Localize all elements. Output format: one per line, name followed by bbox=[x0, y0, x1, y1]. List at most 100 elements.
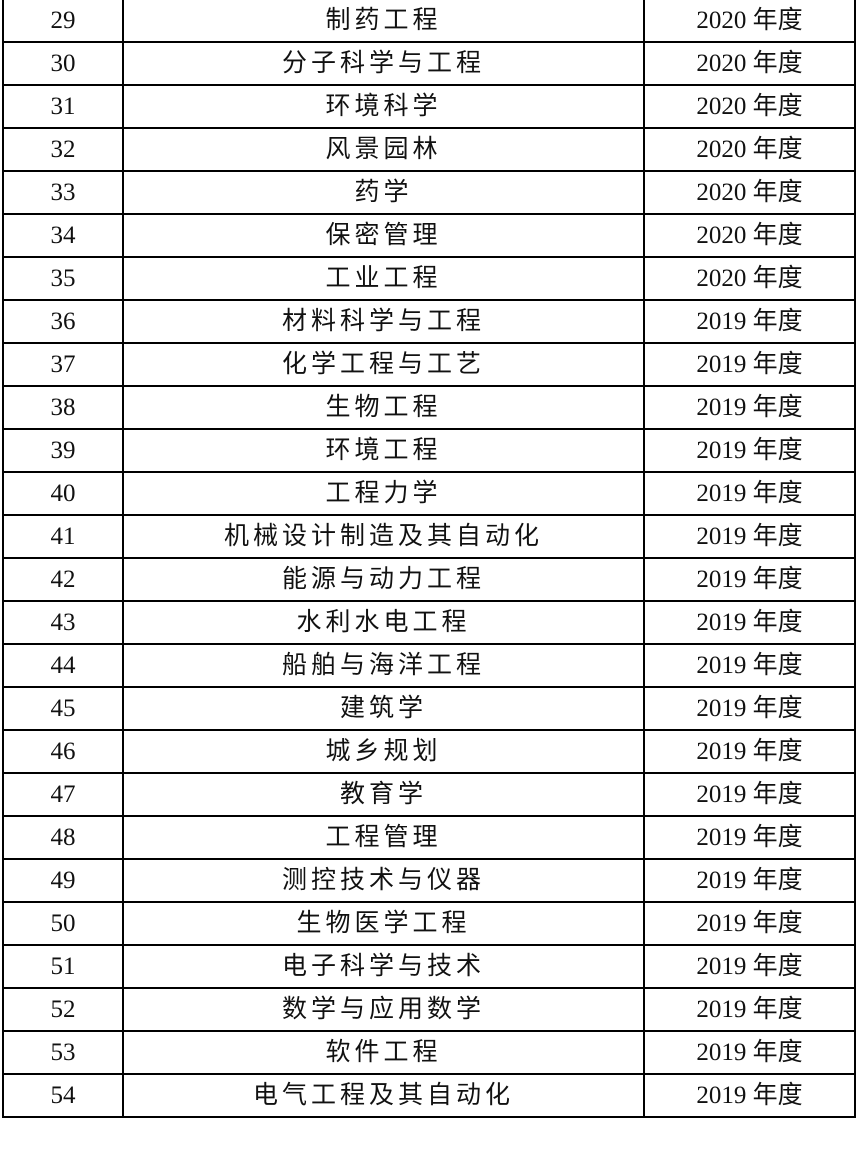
index-cell: 33 bbox=[2, 170, 124, 215]
table-row: 52 数学与应用数学 2019 年度 bbox=[2, 987, 856, 1032]
table-row: 32 风景园林 2020 年度 bbox=[2, 127, 856, 172]
majors-table: 29 制药工程 2020 年度 30 分子科学与工程 2020 年度 31 环境科学 2020 … bbox=[2, 0, 856, 1118]
major-cell: 环境科学 bbox=[122, 84, 645, 129]
index-cell: 44 bbox=[2, 643, 124, 688]
table-row: 36 材料科学与工程 2019 年度 bbox=[2, 299, 856, 344]
major-cell: 环境工程 bbox=[122, 428, 645, 473]
index-cell: 34 bbox=[2, 213, 124, 258]
index-cell: 29 bbox=[2, 0, 124, 43]
table-row: 30 分子科学与工程 2020 年度 bbox=[2, 41, 856, 86]
index-cell: 53 bbox=[2, 1030, 124, 1075]
index-cell: 31 bbox=[2, 84, 124, 129]
table-row: 51 电子科学与技术 2019 年度 bbox=[2, 944, 856, 989]
year-cell: 2019 年度 bbox=[643, 987, 856, 1032]
table-row: 53 软件工程 2019 年度 bbox=[2, 1030, 856, 1075]
index-cell: 36 bbox=[2, 299, 124, 344]
major-cell: 数学与应用数学 bbox=[122, 987, 645, 1032]
major-cell: 制药工程 bbox=[122, 0, 645, 43]
major-cell: 保密管理 bbox=[122, 213, 645, 258]
year-cell: 2019 年度 bbox=[643, 729, 856, 774]
year-cell: 2019 年度 bbox=[643, 428, 856, 473]
table-row: 34 保密管理 2020 年度 bbox=[2, 213, 856, 258]
major-cell: 船舶与海洋工程 bbox=[122, 643, 645, 688]
table-row: 35 工业工程 2020 年度 bbox=[2, 256, 856, 301]
major-cell: 建筑学 bbox=[122, 686, 645, 731]
index-cell: 47 bbox=[2, 772, 124, 817]
table-row: 48 工程管理 2019 年度 bbox=[2, 815, 856, 860]
year-cell: 2020 年度 bbox=[643, 256, 856, 301]
table-row: 33 药学 2020 年度 bbox=[2, 170, 856, 215]
table-row: 38 生物工程 2019 年度 bbox=[2, 385, 856, 430]
major-cell: 软件工程 bbox=[122, 1030, 645, 1075]
index-cell: 49 bbox=[2, 858, 124, 903]
index-cell: 32 bbox=[2, 127, 124, 172]
index-cell: 45 bbox=[2, 686, 124, 731]
index-cell: 50 bbox=[2, 901, 124, 946]
year-cell: 2019 年度 bbox=[643, 600, 856, 645]
major-cell: 化学工程与工艺 bbox=[122, 342, 645, 387]
table-row: 54 电气工程及其自动化 2019 年度 bbox=[2, 1073, 856, 1118]
table-row: 47 教育学 2019 年度 bbox=[2, 772, 856, 817]
major-cell: 工业工程 bbox=[122, 256, 645, 301]
year-cell: 2020 年度 bbox=[643, 84, 856, 129]
major-cell: 电气工程及其自动化 bbox=[122, 1073, 645, 1118]
index-cell: 52 bbox=[2, 987, 124, 1032]
index-cell: 42 bbox=[2, 557, 124, 602]
year-cell: 2019 年度 bbox=[643, 858, 856, 903]
year-cell: 2019 年度 bbox=[643, 514, 856, 559]
major-cell: 工程管理 bbox=[122, 815, 645, 860]
year-cell: 2019 年度 bbox=[643, 471, 856, 516]
year-cell: 2020 年度 bbox=[643, 41, 856, 86]
major-cell: 教育学 bbox=[122, 772, 645, 817]
index-cell: 48 bbox=[2, 815, 124, 860]
major-cell: 测控技术与仪器 bbox=[122, 858, 645, 903]
table-row: 44 船舶与海洋工程 2019 年度 bbox=[2, 643, 856, 688]
index-cell: 39 bbox=[2, 428, 124, 473]
index-cell: 35 bbox=[2, 256, 124, 301]
table-row: 45 建筑学 2019 年度 bbox=[2, 686, 856, 731]
index-cell: 37 bbox=[2, 342, 124, 387]
year-cell: 2020 年度 bbox=[643, 170, 856, 215]
major-cell: 生物工程 bbox=[122, 385, 645, 430]
table-row: 39 环境工程 2019 年度 bbox=[2, 428, 856, 473]
year-cell: 2019 年度 bbox=[643, 815, 856, 860]
table-row: 37 化学工程与工艺 2019 年度 bbox=[2, 342, 856, 387]
major-cell: 水利水电工程 bbox=[122, 600, 645, 645]
table-row: 41 机械设计制造及其自动化 2019 年度 bbox=[2, 514, 856, 559]
major-cell: 能源与动力工程 bbox=[122, 557, 645, 602]
major-cell: 风景园林 bbox=[122, 127, 645, 172]
year-cell: 2019 年度 bbox=[643, 1030, 856, 1075]
table-row: 31 环境科学 2020 年度 bbox=[2, 84, 856, 129]
index-cell: 54 bbox=[2, 1073, 124, 1118]
year-cell: 2019 年度 bbox=[643, 901, 856, 946]
major-cell: 生物医学工程 bbox=[122, 901, 645, 946]
major-cell: 工程力学 bbox=[122, 471, 645, 516]
table-row: 43 水利水电工程 2019 年度 bbox=[2, 600, 856, 645]
major-cell: 材料科学与工程 bbox=[122, 299, 645, 344]
index-cell: 43 bbox=[2, 600, 124, 645]
index-cell: 51 bbox=[2, 944, 124, 989]
major-cell: 药学 bbox=[122, 170, 645, 215]
year-cell: 2019 年度 bbox=[643, 385, 856, 430]
year-cell: 2020 年度 bbox=[643, 0, 856, 43]
year-cell: 2020 年度 bbox=[643, 213, 856, 258]
table-row: 49 测控技术与仪器 2019 年度 bbox=[2, 858, 856, 903]
table-row: 40 工程力学 2019 年度 bbox=[2, 471, 856, 516]
index-cell: 40 bbox=[2, 471, 124, 516]
table-row: 29 制药工程 2020 年度 bbox=[2, 0, 856, 43]
year-cell: 2019 年度 bbox=[643, 299, 856, 344]
index-cell: 38 bbox=[2, 385, 124, 430]
table-row: 50 生物医学工程 2019 年度 bbox=[2, 901, 856, 946]
major-cell: 城乡规划 bbox=[122, 729, 645, 774]
major-cell: 分子科学与工程 bbox=[122, 41, 645, 86]
year-cell: 2019 年度 bbox=[643, 944, 856, 989]
index-cell: 41 bbox=[2, 514, 124, 559]
year-cell: 2019 年度 bbox=[643, 342, 856, 387]
major-cell: 电子科学与技术 bbox=[122, 944, 645, 989]
index-cell: 30 bbox=[2, 41, 124, 86]
year-cell: 2019 年度 bbox=[643, 772, 856, 817]
table-row: 46 城乡规划 2019 年度 bbox=[2, 729, 856, 774]
year-cell: 2019 年度 bbox=[643, 686, 856, 731]
year-cell: 2020 年度 bbox=[643, 127, 856, 172]
major-cell: 机械设计制造及其自动化 bbox=[122, 514, 645, 559]
